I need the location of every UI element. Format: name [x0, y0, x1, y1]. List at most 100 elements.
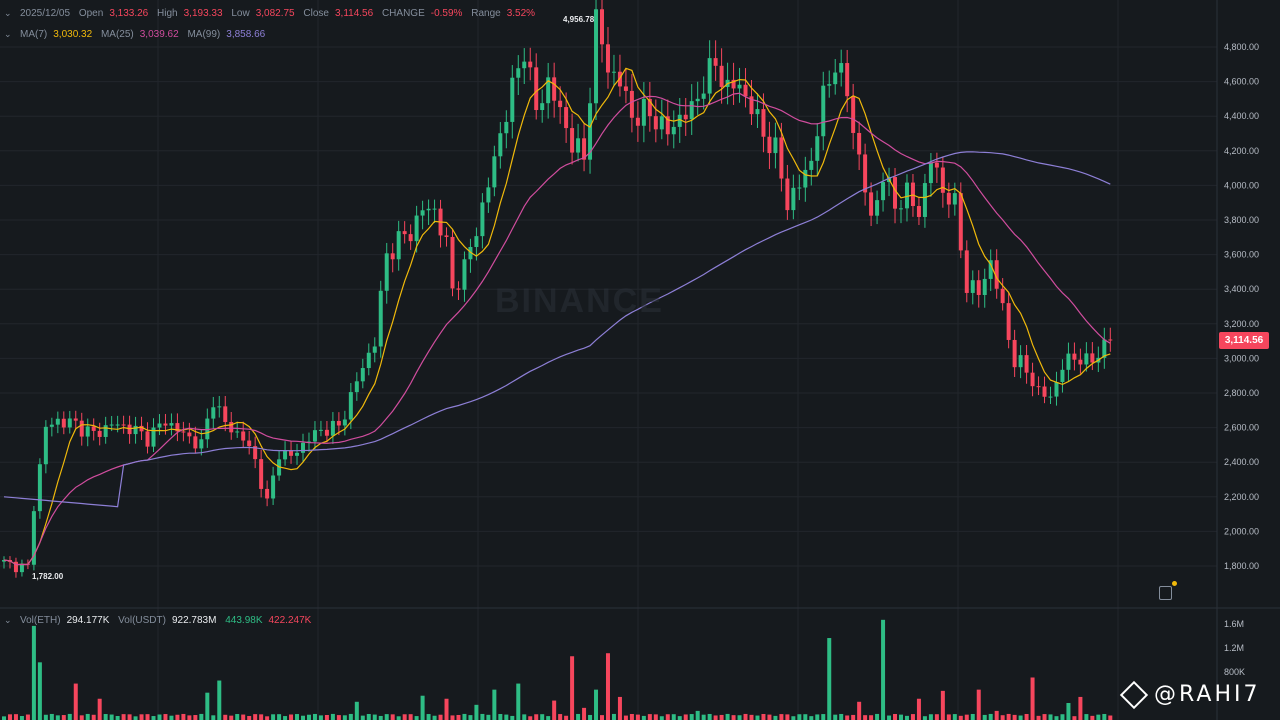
candle-body — [223, 406, 228, 423]
candle-body — [719, 65, 724, 87]
volume-bar — [641, 715, 646, 720]
volume-bar — [552, 700, 557, 720]
volume-bar — [7, 714, 12, 720]
volume-bar — [773, 715, 778, 720]
candle-body — [1006, 303, 1011, 340]
ma25-label: MA(25) — [100, 29, 134, 40]
volume-bar — [181, 713, 186, 720]
volume-bar — [474, 704, 479, 720]
volume-bar — [731, 715, 736, 720]
volume-bar — [330, 713, 335, 720]
candle-body — [253, 446, 258, 460]
candle-body — [181, 431, 186, 433]
volume-bar — [372, 714, 377, 720]
candle-body — [468, 246, 473, 260]
volume-bar — [1042, 714, 1047, 720]
candle-body — [324, 429, 329, 436]
candle-body — [635, 117, 640, 126]
candle-body — [540, 103, 545, 111]
candle-body — [247, 440, 252, 447]
candle-body — [1036, 386, 1041, 388]
candle-body — [701, 93, 706, 99]
volume-bar — [1078, 696, 1083, 720]
price-tick-label: 1,800.00 — [1224, 561, 1259, 571]
candle-body — [833, 72, 838, 85]
volume-bar — [988, 713, 993, 720]
volume-bar — [946, 714, 951, 720]
candle-body — [797, 187, 802, 189]
volume-bar — [809, 716, 814, 720]
candle-body — [737, 84, 742, 89]
volume-bar — [677, 716, 682, 720]
candle-body — [1018, 355, 1023, 368]
volume-bar — [348, 713, 353, 720]
volume-bar — [360, 715, 365, 720]
volume-bar — [928, 714, 933, 720]
volume-bar — [976, 689, 981, 720]
candle-body — [163, 423, 168, 426]
vol-eth-value: 294.177K — [66, 615, 110, 626]
candle-body — [653, 116, 658, 130]
candle-body — [85, 426, 90, 437]
candle-body — [1078, 359, 1083, 365]
volume-bar — [504, 714, 509, 720]
candle-body — [623, 86, 628, 91]
notification-dot-icon — [1172, 581, 1177, 586]
volume-bar — [1090, 715, 1095, 720]
candle-body — [175, 423, 180, 432]
candle-body — [928, 162, 933, 184]
candle-body — [1084, 353, 1089, 365]
vol-usdt-value: 922.783M — [171, 615, 217, 626]
volume-bar — [749, 714, 754, 720]
volume-bar — [1066, 703, 1071, 720]
volume-bar — [73, 683, 78, 720]
close-value: 3,114.56 — [334, 8, 374, 19]
volume-bar — [845, 715, 850, 720]
volume-tick-label: 1.2M — [1224, 643, 1244, 653]
volume-bar — [1084, 714, 1089, 720]
candle-body — [1066, 353, 1071, 370]
volume-bar — [396, 716, 401, 720]
candle-body — [922, 183, 927, 217]
ma-chevron-icon[interactable]: ⌄ — [4, 29, 12, 39]
vol-usdt-label: Vol(USDT) — [118, 615, 166, 626]
candle-body — [910, 182, 915, 207]
candle-body — [342, 419, 347, 426]
candle-body — [61, 418, 66, 428]
candle-body — [2, 560, 6, 562]
candle-body — [402, 231, 407, 235]
volume-bar — [659, 716, 664, 720]
volume-bar — [133, 716, 138, 720]
volume-bar — [414, 716, 419, 720]
vol-chevron-icon[interactable]: ⌄ — [4, 615, 12, 625]
candle-body — [241, 431, 246, 441]
volume-bar — [432, 715, 437, 720]
candle-body — [486, 187, 491, 203]
volume-bar — [31, 625, 36, 720]
candle-body — [211, 407, 216, 419]
volume-bar — [205, 692, 210, 720]
volume-bar — [916, 698, 921, 720]
volume-bar — [994, 710, 999, 720]
candle-body — [43, 426, 48, 465]
volume-bar — [277, 714, 282, 720]
candle-body — [1024, 355, 1029, 373]
volume-bar — [964, 714, 969, 720]
volume-bar — [109, 714, 114, 720]
volume-bar — [25, 714, 30, 720]
candle-body — [115, 424, 120, 426]
volume-bar — [1000, 715, 1005, 720]
volume-bar — [922, 716, 927, 720]
candle-body — [283, 450, 288, 460]
volume-bar — [265, 716, 270, 720]
volume-bar — [103, 714, 108, 720]
volume-bar — [253, 714, 258, 720]
volume-bar — [229, 715, 234, 720]
volume-bar — [19, 716, 24, 720]
candle-body — [31, 511, 36, 565]
collapse-chevron-icon[interactable]: ⌄ — [4, 8, 12, 18]
volume-bar — [450, 715, 455, 720]
low-marker: 1,782.00 — [32, 572, 64, 581]
calculator-icon[interactable] — [1159, 586, 1172, 600]
